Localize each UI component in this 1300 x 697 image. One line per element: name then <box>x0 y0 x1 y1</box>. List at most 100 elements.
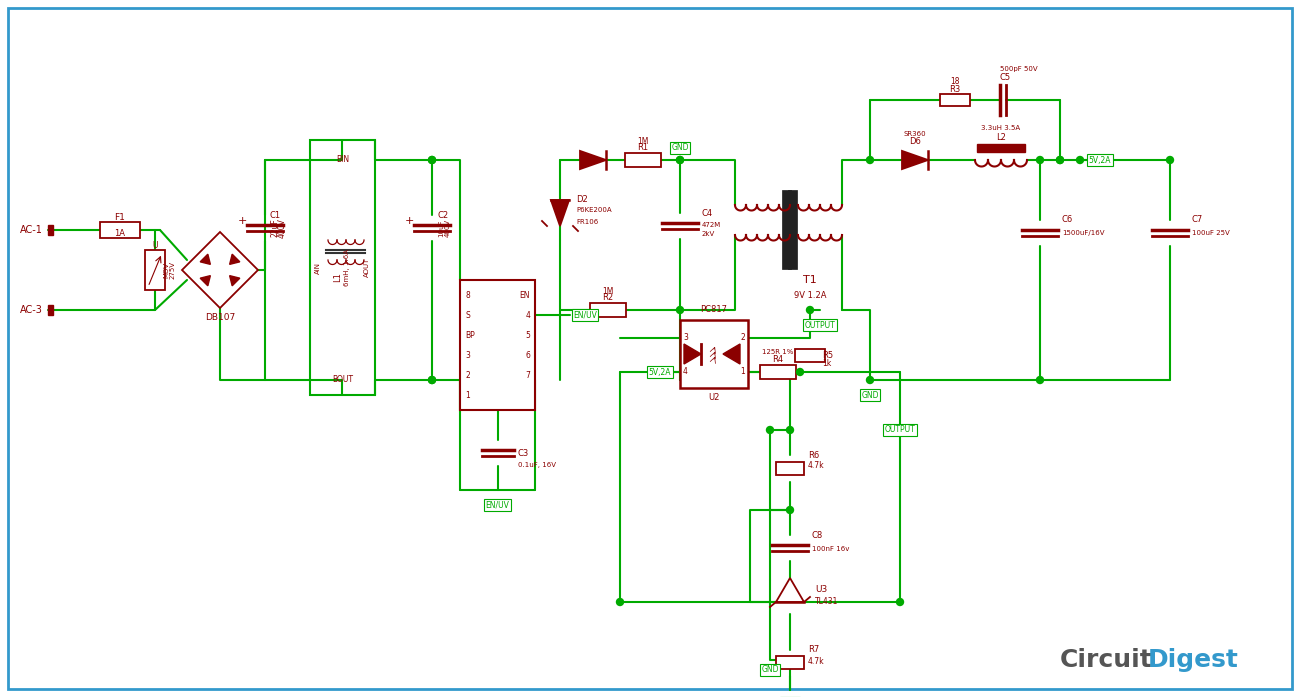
Text: GND: GND <box>671 144 689 153</box>
Text: AIN: AIN <box>315 261 321 273</box>
Bar <box>460 280 536 410</box>
Text: R7: R7 <box>809 645 819 654</box>
Circle shape <box>806 307 814 314</box>
Text: L1: L1 <box>333 273 342 282</box>
Circle shape <box>1036 376 1044 383</box>
Text: P6KE200A: P6KE200A <box>576 207 611 213</box>
Bar <box>978 144 1024 152</box>
Text: 6: 6 <box>525 351 530 360</box>
Text: GND: GND <box>861 390 879 399</box>
Text: EN: EN <box>520 291 530 300</box>
Text: 8: 8 <box>465 291 469 300</box>
Text: FR106: FR106 <box>576 219 598 225</box>
Text: D2: D2 <box>576 195 588 204</box>
Text: 1: 1 <box>465 390 469 399</box>
Circle shape <box>1057 157 1063 164</box>
Circle shape <box>429 376 436 383</box>
Text: 1M: 1M <box>602 286 614 296</box>
Text: 4: 4 <box>682 367 688 376</box>
Text: C8: C8 <box>812 530 823 539</box>
Text: 275V: 275V <box>170 261 176 279</box>
Text: C6: C6 <box>1062 215 1074 224</box>
Text: 2: 2 <box>740 333 745 342</box>
Circle shape <box>797 369 803 376</box>
Text: OUTPUT: OUTPUT <box>805 321 836 330</box>
Text: F1: F1 <box>114 213 125 222</box>
Text: S: S <box>465 310 469 319</box>
Text: 400V: 400V <box>445 219 451 237</box>
Polygon shape <box>230 254 239 264</box>
Text: 6mH, 1.6A: 6mH, 1.6A <box>344 249 351 286</box>
Text: R5: R5 <box>822 351 833 360</box>
Bar <box>940 94 970 106</box>
Bar <box>48 305 53 315</box>
Text: GND: GND <box>762 666 779 675</box>
Text: EN/UV: EN/UV <box>573 310 597 319</box>
Text: R2: R2 <box>602 293 614 302</box>
Bar <box>309 140 374 395</box>
Polygon shape <box>723 344 740 364</box>
Text: BIN: BIN <box>335 155 350 164</box>
Text: R4: R4 <box>772 355 784 365</box>
Text: 400V: 400V <box>278 218 287 238</box>
Polygon shape <box>230 275 239 286</box>
Bar <box>625 153 660 167</box>
Bar <box>100 222 140 238</box>
Circle shape <box>1076 157 1083 164</box>
Circle shape <box>867 157 874 164</box>
Circle shape <box>676 307 684 314</box>
Text: R6: R6 <box>809 450 819 459</box>
Circle shape <box>429 157 436 164</box>
Text: 7: 7 <box>525 371 530 379</box>
Text: C4: C4 <box>702 208 714 217</box>
Text: 472M: 472M <box>702 222 722 228</box>
Text: BP: BP <box>465 330 474 339</box>
Bar <box>776 461 803 475</box>
Circle shape <box>1057 157 1063 164</box>
Text: U: U <box>152 240 157 250</box>
Text: U2: U2 <box>708 394 720 402</box>
Polygon shape <box>200 275 211 286</box>
Circle shape <box>786 427 793 434</box>
Text: C1: C1 <box>270 210 281 220</box>
Text: Circuit: Circuit <box>1060 648 1153 672</box>
Text: U3: U3 <box>815 585 827 595</box>
Polygon shape <box>182 232 257 308</box>
Text: 18: 18 <box>950 77 959 86</box>
Text: 3: 3 <box>465 351 469 360</box>
Text: 4.7k: 4.7k <box>809 657 824 666</box>
Text: 2kV: 2kV <box>702 231 715 237</box>
Text: 5: 5 <box>525 330 530 339</box>
Circle shape <box>867 376 874 383</box>
Text: TL431: TL431 <box>815 597 838 606</box>
Text: SR360: SR360 <box>903 131 927 137</box>
Polygon shape <box>902 151 928 169</box>
Bar <box>760 365 796 379</box>
Circle shape <box>897 427 903 434</box>
Circle shape <box>786 507 793 514</box>
Text: 5V,2A: 5V,2A <box>1089 155 1111 164</box>
Circle shape <box>616 599 624 606</box>
Text: 10uF: 10uF <box>438 220 445 237</box>
Text: R3: R3 <box>949 86 961 95</box>
Circle shape <box>767 427 774 434</box>
Circle shape <box>1036 157 1044 164</box>
Text: C2: C2 <box>437 210 448 220</box>
Text: AC-3: AC-3 <box>20 305 43 315</box>
Text: 2: 2 <box>465 371 469 379</box>
Text: MOV: MOV <box>162 262 169 278</box>
Text: T1: T1 <box>803 275 816 285</box>
Text: C3: C3 <box>517 448 529 457</box>
Bar <box>776 655 803 668</box>
Text: 100uF 25V: 100uF 25V <box>1192 230 1230 236</box>
Text: BOUT: BOUT <box>332 376 354 385</box>
Text: EN/UV: EN/UV <box>486 500 510 510</box>
Polygon shape <box>776 578 803 602</box>
Text: 4.7k: 4.7k <box>809 461 824 470</box>
Text: 3: 3 <box>682 333 688 342</box>
Text: Digest: Digest <box>1148 648 1239 672</box>
Text: +: + <box>238 216 247 226</box>
Polygon shape <box>551 200 569 226</box>
Text: 0.1uF, 16V: 0.1uF, 16V <box>519 462 556 468</box>
Text: L2: L2 <box>996 132 1006 141</box>
